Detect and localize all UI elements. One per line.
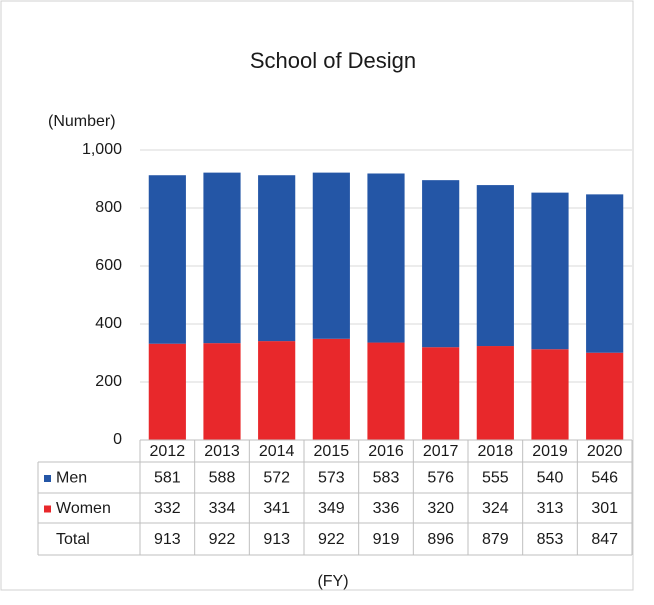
- bar-segment: [203, 172, 241, 344]
- table-row-label: Total: [56, 531, 90, 548]
- table-cell: 336: [373, 500, 400, 517]
- x-tick-label: 2020: [587, 443, 623, 460]
- table-cell: 847: [591, 531, 618, 548]
- x-tick-label: 2012: [150, 443, 186, 460]
- bar-segment: [586, 352, 624, 440]
- y-axis-label: (Number): [48, 113, 116, 130]
- bar-segment: [148, 343, 186, 440]
- table-cell: 922: [318, 531, 345, 548]
- bar-segment: [367, 173, 405, 343]
- table-cell: 853: [537, 531, 564, 548]
- bar-segment: [203, 343, 241, 440]
- table-cell: 555: [482, 470, 509, 487]
- bar-segment: [312, 172, 350, 339]
- bar-segment: [422, 180, 460, 348]
- y-tick-label: 600: [95, 257, 122, 274]
- table-cell: 334: [209, 500, 236, 517]
- x-tick-label: 2016: [368, 443, 404, 460]
- table-cell: 576: [427, 470, 454, 487]
- y-tick-label: 200: [95, 373, 122, 390]
- x-tick-label: 2019: [532, 443, 568, 460]
- bar-segment: [258, 175, 296, 342]
- bar-segment: [586, 194, 624, 353]
- table-cell: 349: [318, 500, 345, 517]
- bar-segment: [476, 185, 514, 347]
- table-cell: 572: [263, 470, 290, 487]
- table-cell: 324: [482, 500, 509, 517]
- legend-label: Women: [56, 500, 111, 517]
- bar-segment: [312, 338, 350, 440]
- bar-segment: [476, 346, 514, 440]
- table-cell: 546: [591, 470, 618, 487]
- table-cell: 301: [591, 500, 618, 517]
- x-tick-label: 2013: [204, 443, 240, 460]
- legend-label: Men: [56, 470, 87, 487]
- table-cell: 540: [537, 470, 564, 487]
- bar-segment: [258, 341, 296, 440]
- table-cell: 922: [209, 531, 236, 548]
- legend-marker: [44, 475, 51, 482]
- table-cell: 583: [373, 470, 400, 487]
- table-cell: 919: [373, 531, 400, 548]
- table-cell: 313: [537, 500, 564, 517]
- table-cell: 573: [318, 470, 345, 487]
- y-tick-label: 800: [95, 199, 122, 216]
- x-tick-label: 2015: [314, 443, 350, 460]
- table-cell: 320: [427, 500, 454, 517]
- table-cell: 879: [482, 531, 509, 548]
- y-tick-label: 400: [95, 315, 122, 332]
- x-axis-label: (FY): [317, 573, 348, 590]
- x-tick-label: 2014: [259, 443, 295, 460]
- table-cell: 341: [263, 500, 290, 517]
- chart-title: School of Design: [250, 48, 416, 73]
- x-tick-label: 2018: [478, 443, 514, 460]
- table-cell: 581: [154, 470, 181, 487]
- table-cell: 588: [209, 470, 236, 487]
- bar-segment: [148, 175, 186, 344]
- table-cell: 913: [154, 531, 181, 548]
- y-tick-label: 1,000: [82, 141, 122, 158]
- table-cell: 896: [427, 531, 454, 548]
- table-cell: 332: [154, 500, 181, 517]
- bar-segment: [367, 342, 405, 440]
- y-tick-label: 0: [113, 431, 122, 448]
- bar-segment: [531, 192, 569, 350]
- bar-segment: [422, 347, 460, 440]
- x-tick-label: 2017: [423, 443, 459, 460]
- table-cell: 913: [263, 531, 290, 548]
- legend-marker: [44, 505, 51, 513]
- bar-segment: [531, 349, 569, 440]
